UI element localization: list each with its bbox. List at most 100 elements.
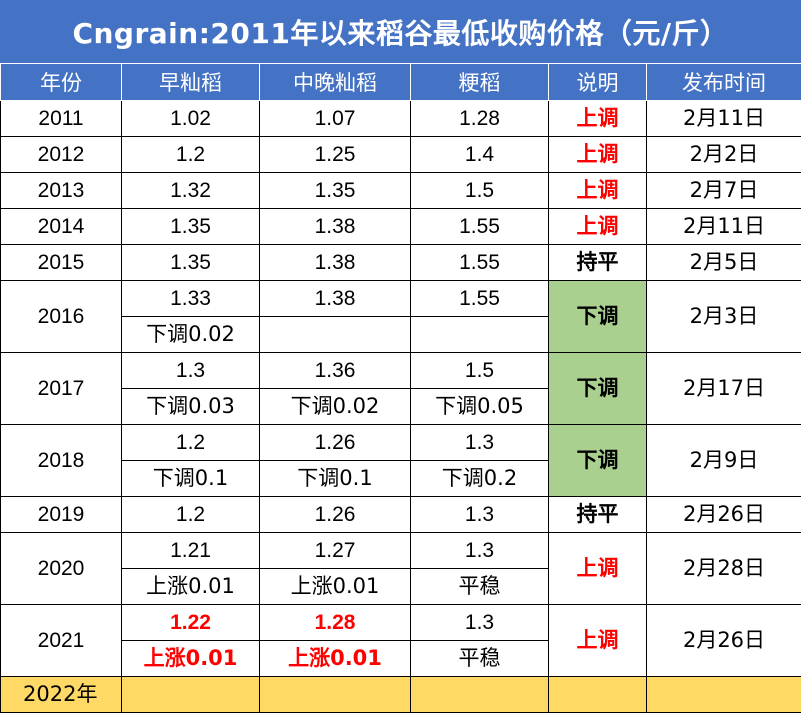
note-cell [548, 676, 647, 713]
early-price-cell: 1.32 [121, 172, 260, 209]
early-price-cell: 1.2 [121, 136, 260, 173]
mid-price-cell: 1.38 [259, 244, 411, 281]
date-cell: 2月5日 [646, 244, 801, 281]
table-row: 2020 1.21 1.27 1.3 上调 2月28日 [0, 532, 801, 605]
mid-price-cell: 1.07 [259, 100, 411, 137]
note-cell: 上调 [548, 604, 647, 677]
japonica-price-cell: 1.3 [410, 604, 549, 641]
japonica-price-cell: 1.3 [410, 424, 549, 461]
early-change-cell: 上涨0.01 [121, 640, 260, 677]
japonica-change-cell: 平稳 [410, 640, 549, 677]
early-change-cell: 上涨0.01 [121, 568, 260, 605]
table-row: 2011 1.02 1.07 1.28 上调 2月11日 [0, 100, 801, 137]
japonica-price-cell: 1.5 [410, 172, 549, 209]
japonica-price-cell: 1.55 [410, 280, 549, 317]
date-cell: 2月2日 [646, 136, 801, 173]
japonica-price-cell: 1.55 [410, 244, 549, 281]
japonica-price-cell: 1.4 [410, 136, 549, 173]
mid-price-cell: 1.25 [259, 136, 411, 173]
early-price-cell: 1.35 [121, 244, 260, 281]
year-cell: 2011 [0, 100, 122, 137]
note-cell: 上调 [548, 172, 647, 209]
japonica-change-cell [410, 316, 549, 353]
note-cell: 下调 [548, 280, 647, 353]
mid-change-cell: 上涨0.01 [259, 568, 411, 605]
mid-change-cell [259, 316, 411, 353]
mid-change-cell: 下调0.1 [259, 460, 411, 497]
date-cell: 2月17日 [646, 352, 801, 425]
mid-price-cell [259, 676, 411, 713]
note-cell: 上调 [548, 532, 647, 605]
year-cell: 2015 [0, 244, 122, 281]
table-title: Cngrain:2011年以来稻谷最低收购价格（元/斤） [0, 0, 801, 64]
date-cell: 2月7日 [646, 172, 801, 209]
note-cell: 下调 [548, 352, 647, 425]
early-price-cell: 1.35 [121, 208, 260, 245]
early-price-cell: 1.33 [121, 280, 260, 317]
early-price-cell: 1.3 [121, 352, 260, 389]
note-cell: 上调 [548, 208, 647, 245]
header-mid-late-indica: 中晚籼稻 [259, 63, 411, 101]
mid-price-cell: 1.28 [259, 604, 411, 641]
table-row: 2013 1.32 1.35 1.5 上调 2月7日 [0, 172, 801, 209]
table-row: 2019 1.2 1.26 1.3 持平 2月26日 [0, 496, 801, 533]
table-row-change: 上涨0.01 上涨0.01 平稳 [1, 568, 801, 605]
year-cell: 2019 [0, 496, 122, 533]
mid-change-cell: 上涨0.01 [259, 640, 411, 677]
mid-price-cell: 1.26 [259, 496, 411, 533]
japonica-price-cell: 1.3 [410, 532, 549, 569]
early-price-cell [121, 676, 260, 713]
early-change-cell: 下调0.02 [121, 316, 260, 353]
header-row: 年份 早籼稻 中晚籼稻 粳稻 说明 发布时间 [0, 63, 801, 101]
date-cell: 2月11日 [646, 100, 801, 137]
japonica-change-cell: 下调0.05 [410, 388, 549, 425]
year-cell: 2017 [0, 352, 122, 425]
price-table: 年份 早籼稻 中晚籼稻 粳稻 说明 发布时间 2011 1.02 1.07 1.… [0, 63, 801, 713]
table-row-pending: 2022年 [0, 676, 801, 713]
japonica-price-cell: 1.3 [410, 496, 549, 533]
mid-price-cell: 1.26 [259, 424, 411, 461]
japonica-price-cell: 1.28 [410, 100, 549, 137]
header-year: 年份 [0, 63, 122, 101]
early-change-cell: 下调0.1 [121, 460, 260, 497]
mid-price-cell: 1.36 [259, 352, 411, 389]
header-early-indica: 早籼稻 [121, 63, 260, 101]
table-row: 2021 1.22 1.28 1.3 上调 2月26日 [0, 604, 801, 677]
early-price-cell: 1.2 [121, 424, 260, 461]
year-cell: 2014 [0, 208, 122, 245]
table-row-change: 上涨0.01 上涨0.01 平稳 [1, 640, 801, 677]
year-cell: 2018 [0, 424, 122, 497]
table-row: 2015 1.35 1.38 1.55 持平 2月5日 [0, 244, 801, 281]
table-row: 2018 1.2 1.26 1.3 下调 2月9日 [0, 424, 801, 497]
note-cell: 上调 [548, 136, 647, 173]
header-date: 发布时间 [646, 63, 801, 101]
note-cell: 持平 [548, 244, 647, 281]
mid-price-cell: 1.38 [259, 208, 411, 245]
japonica-change-cell: 平稳 [410, 568, 549, 605]
date-cell: 2月28日 [646, 532, 801, 605]
note-cell: 下调 [548, 424, 647, 497]
header-japonica: 粳稻 [410, 63, 549, 101]
date-cell [646, 676, 801, 713]
year-cell: 2016 [0, 280, 122, 353]
date-cell: 2月26日 [646, 496, 801, 533]
mid-change-cell: 下调0.02 [259, 388, 411, 425]
early-price-cell: 1.2 [121, 496, 260, 533]
mid-price-cell: 1.35 [259, 172, 411, 209]
header-note: 说明 [548, 63, 647, 101]
note-cell: 持平 [548, 496, 647, 533]
year-cell: 2020 [0, 532, 122, 605]
table-row: 2014 1.35 1.38 1.55 上调 2月11日 [0, 208, 801, 245]
table-row-change: 下调0.1 下调0.1 下调0.2 [1, 460, 801, 497]
early-price-cell: 1.21 [121, 532, 260, 569]
table-row: 2012 1.2 1.25 1.4 上调 2月2日 [0, 136, 801, 173]
year-cell: 2012 [0, 136, 122, 173]
year-cell: 2022年 [0, 676, 122, 713]
note-cell: 上调 [548, 100, 647, 137]
date-cell: 2月3日 [646, 280, 801, 353]
date-cell: 2月26日 [646, 604, 801, 677]
table-row-change: 下调0.03 下调0.02 下调0.05 [1, 388, 801, 425]
early-price-cell: 1.02 [121, 100, 260, 137]
mid-price-cell: 1.27 [259, 532, 411, 569]
japonica-change-cell: 下调0.2 [410, 460, 549, 497]
